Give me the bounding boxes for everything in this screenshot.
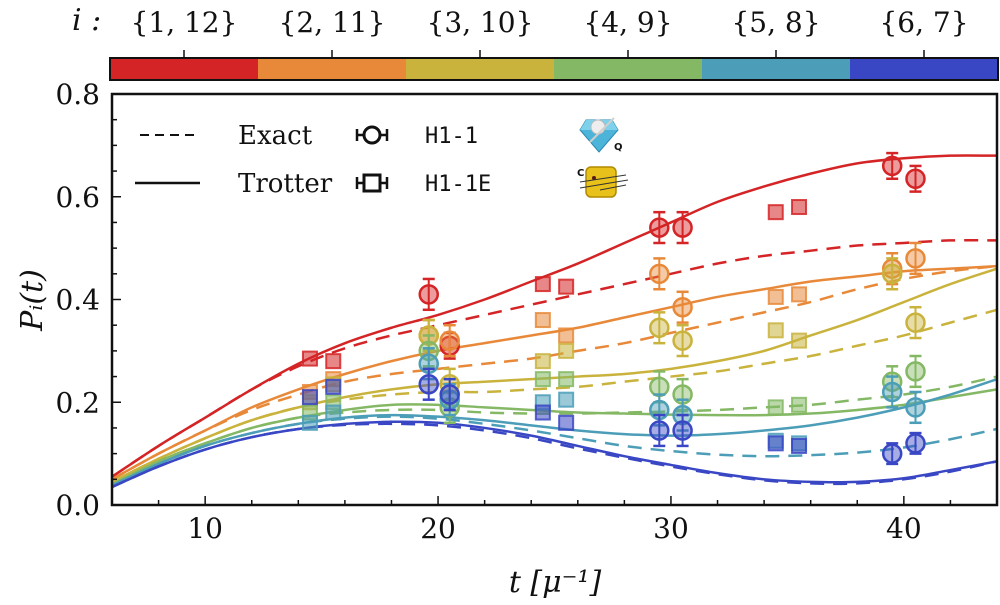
x-tick-label: 30 — [653, 512, 689, 545]
colorbar-tick-label: {1, 12} — [131, 6, 238, 39]
h1-1-point — [905, 164, 926, 193]
yellow-chip-icon: C — [577, 166, 629, 198]
x-tick-label: 40 — [886, 512, 922, 545]
h1-1e-point — [534, 404, 551, 421]
trotter-line-2 — [111, 264, 998, 481]
colorbar: i : {1, 12} {2, 11} {3, 10} {4, 9} {5, 8} {6,… — [72, 3, 999, 81]
trotter-line-4 — [111, 388, 998, 486]
h1-1e-point — [791, 332, 808, 349]
h1-1-point — [439, 377, 460, 412]
h1-1e-point — [767, 204, 784, 221]
y-tick-label: 0.6 — [55, 181, 100, 214]
h1-1-point — [418, 367, 439, 401]
y-tick-label: 0.2 — [55, 386, 100, 419]
colorbar-segment — [258, 58, 407, 80]
h1-1e-point — [301, 350, 318, 367]
h1-1e-point — [558, 327, 575, 344]
h1-1-point — [649, 210, 670, 245]
h1-1-point — [672, 210, 693, 245]
plot-area: 10 20 30 40 0.0 0.2 0.4 0.6 0.8 — [55, 78, 999, 545]
colorbar-segment — [554, 58, 703, 80]
h1-1e-point — [767, 399, 784, 416]
h1-1e-point — [558, 342, 575, 359]
x-axis-label: t [μ⁻¹] — [509, 565, 602, 600]
legend-h1-1e-marker — [355, 173, 389, 193]
h1-1-point — [649, 257, 670, 291]
h1-1-point — [672, 323, 693, 358]
legend: Exact Trotter H1-1 H1-1E Q — [135, 117, 629, 199]
h1-1e-point — [791, 396, 808, 413]
h1-1-point — [439, 323, 460, 358]
h1-1e-point — [558, 278, 575, 295]
h1-1e-point — [791, 199, 808, 216]
h1-1-point — [418, 277, 439, 312]
colorbar-frame — [109, 57, 999, 81]
h1-1e-point — [534, 353, 551, 370]
h1-1-point — [649, 311, 670, 345]
h1-1e-point — [767, 322, 784, 339]
trotter-line-1 — [111, 154, 998, 478]
h1-1e-point — [534, 371, 551, 388]
h1-1e-point — [301, 414, 318, 431]
h1-1-point — [881, 442, 903, 466]
legend-h1-1-label: H1-1 — [425, 124, 478, 149]
svg-text:Q: Q — [614, 142, 623, 153]
x-tick-label: 20 — [420, 512, 456, 545]
colorbar-tick-label: {5, 8} — [731, 6, 820, 39]
colorbar-label: i : — [72, 3, 101, 38]
h1-1-point — [905, 390, 926, 425]
legend-exact-label: Exact — [238, 121, 313, 151]
trotter-line-5 — [111, 377, 998, 487]
legend-trotter-label: Trotter — [238, 169, 333, 199]
trotter-line-3 — [111, 267, 998, 484]
h1-1e-point — [558, 391, 575, 408]
h1-1e-point — [301, 389, 318, 406]
h1-1e-point — [558, 414, 575, 431]
h1-1-point — [905, 305, 926, 340]
h1-1-point — [672, 413, 693, 448]
legend-h1-1e-label: H1-1E — [425, 172, 491, 197]
h1-1e-point — [791, 286, 808, 303]
h1-1e-point — [791, 437, 808, 454]
y-axis-label: Pᵢ(t) — [15, 269, 50, 332]
svg-text:C: C — [577, 168, 584, 179]
h1-1e-point — [534, 276, 551, 293]
h1-1-point — [881, 257, 903, 291]
colorbar-tick-label: {6, 7} — [879, 6, 968, 39]
h1-1e-point — [325, 353, 342, 370]
h1-1-point — [905, 241, 926, 276]
colorbar-segment — [406, 58, 555, 80]
h1-1e-point — [325, 378, 342, 395]
y-tick-label: 0.4 — [55, 284, 100, 317]
h1-1-point — [881, 375, 903, 409]
h1-1-point — [905, 354, 926, 389]
h1-1e-point — [325, 404, 342, 421]
h1-1e-point — [534, 312, 551, 329]
h1-1-point — [905, 431, 926, 455]
colorbar-segment — [110, 58, 259, 80]
y-tick-label: 0.0 — [55, 489, 100, 522]
colorbar-segment — [702, 58, 851, 80]
colorbar-tick-label: {2, 11} — [279, 6, 386, 39]
y-tick-label: 0.8 — [55, 78, 100, 111]
colorbar-tick-label: {4, 9} — [583, 6, 672, 39]
legend-h1-1-marker — [355, 125, 389, 145]
trotter-line-6 — [111, 420, 998, 489]
h1-1e-point — [767, 288, 784, 305]
h1-1-point — [881, 151, 903, 181]
h1-1e-point — [767, 435, 784, 452]
exact-line-2 — [111, 264, 998, 481]
diamond-pearl-icon: Q — [579, 117, 623, 153]
exact-line-3 — [111, 308, 998, 484]
colorbar-segment — [850, 58, 999, 80]
colorbar-tick-label: {3, 10} — [427, 6, 534, 39]
h1-1e-point — [558, 371, 575, 388]
h1-1-point — [649, 413, 670, 448]
h1-1-point — [672, 290, 693, 324]
x-tick-label: 10 — [187, 512, 223, 545]
